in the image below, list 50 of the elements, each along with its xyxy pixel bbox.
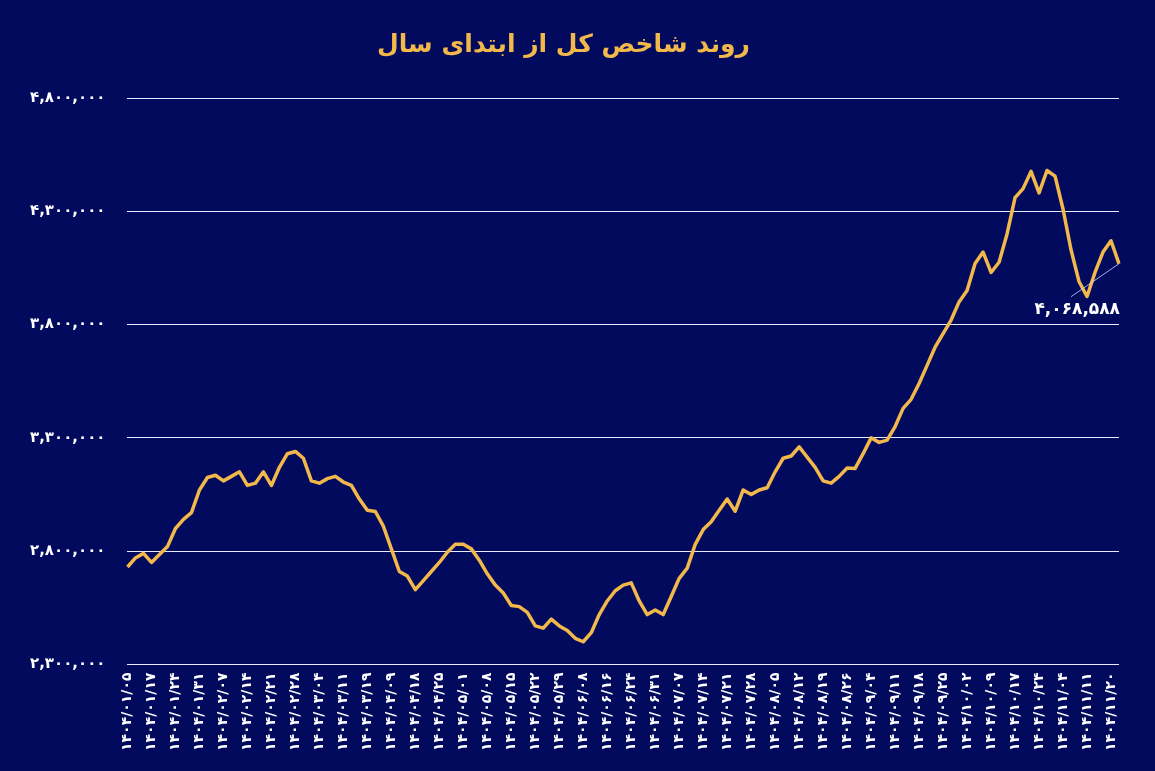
x-tick-label: ۱۴۰۴/۱۱/۲۰	[1101, 672, 1118, 752]
x-tick-label: ۱۴۰۴/۰۳/۱۹	[358, 671, 375, 752]
x-tick-label: ۱۴۰۴/۰۲/۲۸	[286, 671, 303, 752]
x-tick-label: ۱۴۰۴/۰۸/۰۵	[765, 671, 782, 752]
x-tick-label: ۱۴۰۴/۰۷/۱۴	[693, 671, 710, 752]
x-tick-label: ۱۴۰۴/۰۷/۲۱	[717, 672, 734, 752]
x-tick-label: ۱۴۰۴/۰۸/۱۲	[789, 671, 806, 752]
x-tick-label: ۱۴۰۴/۰۴/۲۵	[429, 671, 446, 752]
x-tick-label: ۱۴۰۴/۰۵/۱۵	[501, 671, 518, 752]
x-tick-label: ۱۴۰۴/۰۳/۰۴	[310, 671, 327, 752]
x-tick-label: ۱۴۰۴/۰۹/۱۱	[885, 672, 902, 752]
y-tick-label: ۳,۸۰۰,۰۰۰	[30, 314, 106, 333]
x-tick-label: ۱۴۰۴/۰۲/۲۱	[262, 672, 279, 752]
x-tick-label: ۱۴۰۴/۰۲/۰۷	[214, 671, 231, 752]
x-tick-label: ۱۴۰۴/۰۵/۰۸	[477, 671, 494, 752]
x-tick-label: ۱۴۰۴/۰۱/۰۵	[118, 671, 135, 752]
y-tick-label: ۴,۳۰۰,۰۰۰	[30, 201, 106, 220]
x-tick-label: ۱۴۰۴/۰۱/۳۱	[190, 672, 207, 752]
x-tick-label: ۱۴۰۴/۰۲/۱۴	[238, 671, 255, 752]
x-tick-label: ۱۴۰۴/۱۰/۱۷	[1005, 671, 1022, 752]
x-tick-label: ۱۴۰۴/۰۳/۱۱	[334, 672, 351, 752]
x-tick-label: ۱۴۰۴/۰۵/۲۹	[549, 671, 566, 752]
y-tick-label: ۲,۳۰۰,۰۰۰	[30, 654, 106, 673]
x-tick-label: ۱۴۰۴/۱۰/۰۹	[981, 671, 998, 752]
x-tick-label: ۱۴۰۴/۰۶/۳۱	[645, 672, 662, 752]
x-tick-label: ۱۴۰۴/۱۱/۱۱	[1077, 672, 1094, 752]
x-tick-label: ۱۴۰۴/۰۷/۲۸	[741, 671, 758, 752]
chart-title: روند شاخص کل از ابتدای سال	[377, 28, 750, 59]
x-tick-label: ۱۴۰۴/۱۰/۲۴	[1029, 671, 1046, 752]
y-tick-label: ۴,۸۰۰,۰۰۰	[30, 87, 106, 106]
y-tick-label: ۲,۸۰۰,۰۰۰	[30, 541, 106, 560]
x-tick-label: ۱۴۰۴/۰۱/۱۷	[142, 671, 159, 752]
x-tick-label: ۱۴۰۴/۰۷/۰۷	[669, 671, 686, 752]
annotation: ۴,۰۶۸,۵۸۸	[1034, 297, 1121, 318]
x-tick-label: ۱۴۰۴/۰۴/۱۸	[405, 671, 422, 752]
x-tick-label: ۱۴۰۴/۰۸/۱۹	[813, 671, 830, 752]
x-tick-label: ۱۴۰۴/۰۴/۰۹	[382, 671, 398, 752]
x-tick-label: ۱۴۰۴/۰۹/۰۴	[861, 671, 878, 752]
x-tick-label: ۱۴۰۴/۰۸/۲۶	[837, 672, 854, 752]
x-tick-label: ۱۴۰۴/۱۱/۰۴	[1053, 671, 1070, 752]
x-tick-label: ۱۴۰۴/۰۶/۰۸	[573, 671, 590, 752]
x-tick-label: ۱۴۰۴/۰۹/۱۸	[909, 671, 926, 752]
x-tick-label: ۱۴۰۴/۰۹/۲۵	[933, 671, 950, 752]
x-tick-label: ۱۴۰۴/۰۵/۲۲	[525, 671, 542, 752]
x-tick-label: ۱۴۰۴/۰۶/۲۴	[621, 671, 638, 752]
x-tick-label: ۱۴۰۴/۰۱/۲۴	[166, 671, 183, 752]
x-tick-label: ۱۴۰۴/۰۶/۱۶	[597, 672, 614, 752]
x-tick-label: ۱۴۰۴/۱۰/۰۲	[957, 671, 974, 752]
y-tick-label: ۳,۳۰۰,۰۰۰	[30, 427, 106, 446]
x-tick-label: ۱۴۰۴/۰۵/۰۱	[453, 672, 470, 752]
